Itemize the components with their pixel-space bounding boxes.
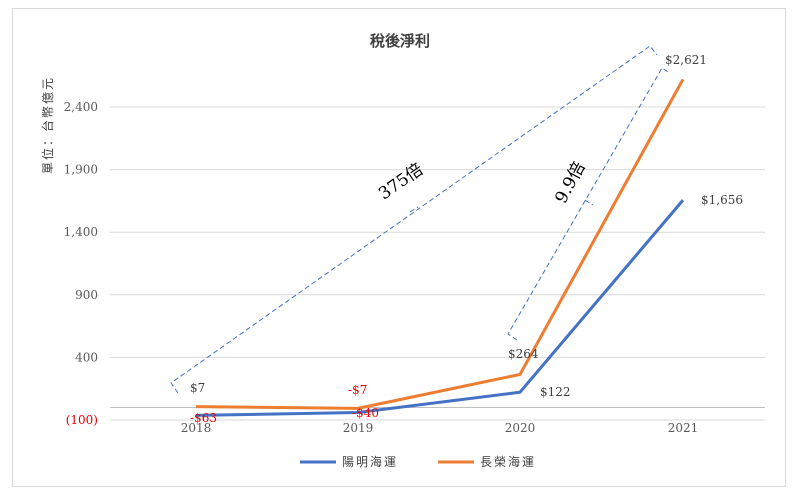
annotation-375x: 375倍 [375,160,427,205]
bracket-375x [170,45,658,394]
x-tick-label: 2019 [343,421,374,435]
annotation-9.9x: 9.9倍 [551,159,589,207]
bracket-375x-tick [409,206,419,213]
gridlines [110,106,765,421]
x-tick-label: 2018 [181,421,212,435]
y-tick-label: 900 [75,288,98,302]
y-tick-label: 2,400 [64,100,98,114]
data-label: $264 [508,347,539,361]
y-tick-label: (100) [66,413,98,427]
data-label: $7 [190,381,205,395]
annotations: 375倍 9.9倍 [170,45,671,394]
y-tick-label: 400 [75,350,98,364]
series-line-2 [195,78,685,410]
data-label: $1,656 [701,193,743,207]
chart-title: 稅後淨利 [370,32,430,50]
y-tick-label: 1,400 [64,225,98,239]
bracket-9.9x-tick [584,199,594,206]
legend-label: 陽明海運 [342,454,398,469]
x-axis-ticks: 2018 2019 2020 2021 [181,421,699,435]
x-tick-label: 2021 [668,421,699,435]
bracket-9.9x [507,67,671,341]
y-axis-ticks: (100) 400 900 1,400 1,900 2,400 [64,100,98,427]
chart-frame [12,8,786,487]
data-labels: -$63 -$40 $122 $1,656 $7 -$7 $264 $2,621 [190,53,743,425]
data-label: $2,621 [665,53,707,67]
data-label: $122 [540,385,571,399]
y-axis-label: 單位：台幣億元 [40,76,55,174]
legend: 陽明海運 長榮海運 [300,454,536,469]
x-tick-label: 2020 [505,421,536,435]
legend-label: 長榮海運 [480,454,536,469]
data-label: -$40 [352,406,379,420]
series-line-1 [195,199,685,417]
y-tick-label: 1,900 [64,163,98,177]
data-label: -$7 [348,383,367,397]
series [195,78,685,417]
data-label: -$63 [190,411,217,425]
